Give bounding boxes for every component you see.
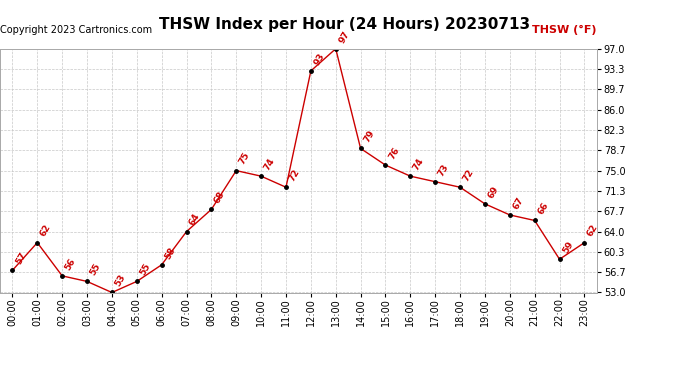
- Text: 53: 53: [113, 273, 128, 288]
- Text: 93: 93: [313, 51, 326, 67]
- Text: 55: 55: [88, 262, 103, 277]
- Text: THSW Index per Hour (24 Hours) 20230713: THSW Index per Hour (24 Hours) 20230713: [159, 17, 531, 32]
- Text: 75: 75: [237, 151, 252, 166]
- Text: THSW (°F): THSW (°F): [533, 25, 597, 35]
- Text: 72: 72: [287, 168, 302, 183]
- Text: 73: 73: [437, 162, 451, 177]
- Text: 58: 58: [163, 245, 177, 261]
- Text: 97: 97: [337, 29, 351, 45]
- Text: 74: 74: [262, 156, 277, 172]
- Text: 66: 66: [536, 201, 550, 216]
- Text: 62: 62: [39, 223, 52, 238]
- Text: 68: 68: [213, 190, 227, 205]
- Text: 67: 67: [511, 195, 525, 211]
- Text: 57: 57: [14, 251, 28, 266]
- Text: 64: 64: [188, 212, 202, 227]
- Text: 69: 69: [486, 184, 500, 200]
- Text: 76: 76: [387, 146, 401, 161]
- Text: 56: 56: [63, 256, 77, 272]
- Text: 62: 62: [586, 223, 600, 238]
- Text: 55: 55: [138, 262, 152, 277]
- Text: 72: 72: [462, 168, 475, 183]
- Text: 59: 59: [561, 240, 575, 255]
- Text: 74: 74: [412, 156, 426, 172]
- Text: 79: 79: [362, 129, 376, 144]
- Text: Copyright 2023 Cartronics.com: Copyright 2023 Cartronics.com: [0, 26, 152, 35]
